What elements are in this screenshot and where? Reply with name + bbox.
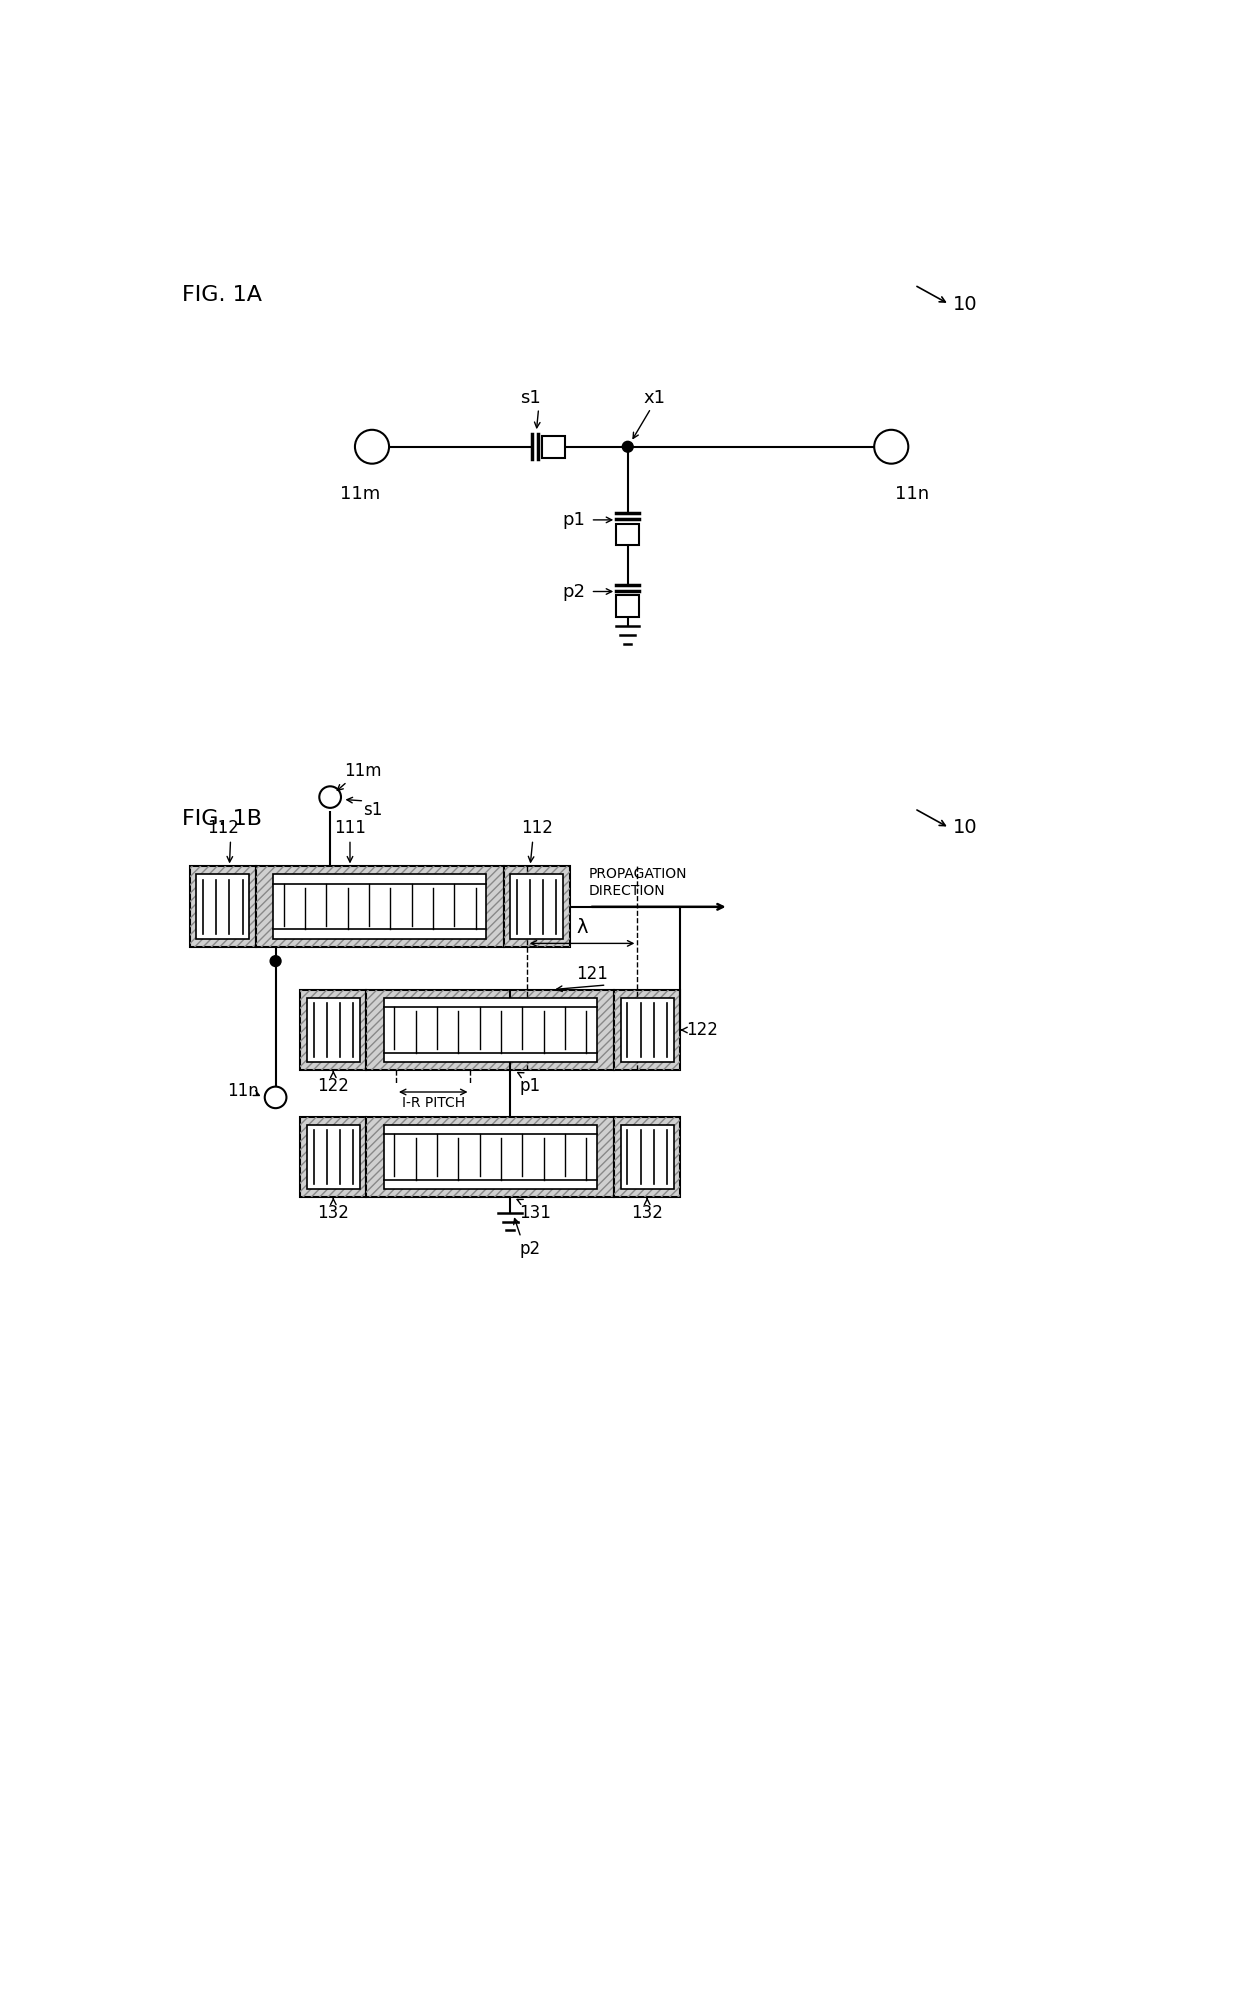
Text: FIG. 1B: FIG. 1B xyxy=(182,808,262,829)
Bar xyxy=(383,1125,596,1189)
Text: 122: 122 xyxy=(317,1077,350,1095)
Text: 10: 10 xyxy=(954,294,978,314)
Bar xyxy=(300,1117,366,1198)
Text: x1: x1 xyxy=(644,389,666,407)
Text: 11m: 11m xyxy=(340,486,381,504)
Text: 132: 132 xyxy=(631,1204,663,1222)
Bar xyxy=(616,524,640,544)
Text: λ: λ xyxy=(577,917,588,937)
Text: 131: 131 xyxy=(520,1204,552,1222)
Text: 11n: 11n xyxy=(895,486,929,504)
Bar xyxy=(366,1117,614,1198)
Bar xyxy=(614,990,680,1070)
Bar xyxy=(542,435,565,458)
Text: 112: 112 xyxy=(521,818,553,837)
Circle shape xyxy=(622,442,634,452)
Bar xyxy=(621,1125,673,1189)
Bar xyxy=(308,1125,360,1189)
Text: 10: 10 xyxy=(954,818,978,837)
Text: 11m: 11m xyxy=(345,762,382,780)
Bar xyxy=(273,875,486,939)
Bar xyxy=(255,867,503,948)
Bar xyxy=(621,998,673,1062)
Text: I-R PITCH: I-R PITCH xyxy=(402,1097,465,1111)
Text: 132: 132 xyxy=(317,1204,350,1222)
Bar xyxy=(503,867,569,948)
Bar xyxy=(190,867,255,948)
Text: p1: p1 xyxy=(520,1077,541,1095)
Text: 112: 112 xyxy=(207,818,239,837)
Bar xyxy=(300,1117,366,1198)
Bar xyxy=(614,1117,680,1198)
Bar xyxy=(300,990,366,1070)
Text: p2: p2 xyxy=(520,1240,541,1258)
Text: 11n: 11n xyxy=(227,1083,259,1101)
Text: p1: p1 xyxy=(562,510,585,528)
Bar xyxy=(366,990,614,1070)
Bar xyxy=(196,875,249,939)
Text: s1: s1 xyxy=(362,800,382,818)
Text: 122: 122 xyxy=(687,1020,718,1038)
Text: FIG. 1A: FIG. 1A xyxy=(182,284,262,304)
Bar xyxy=(614,1117,680,1198)
Text: p2: p2 xyxy=(562,583,585,601)
Bar xyxy=(308,998,360,1062)
Text: 121: 121 xyxy=(577,966,608,984)
Bar xyxy=(511,875,563,939)
Text: 111: 111 xyxy=(334,818,366,837)
Bar xyxy=(614,990,680,1070)
Bar xyxy=(300,990,366,1070)
Text: s1: s1 xyxy=(521,389,541,407)
Text: PROPAGATION
DIRECTION: PROPAGATION DIRECTION xyxy=(589,867,687,897)
Bar xyxy=(503,867,569,948)
Bar xyxy=(616,595,640,617)
Bar xyxy=(366,1117,614,1198)
Bar xyxy=(366,990,614,1070)
Bar xyxy=(383,998,596,1062)
Circle shape xyxy=(270,956,281,966)
Bar xyxy=(190,867,255,948)
Bar xyxy=(255,867,503,948)
